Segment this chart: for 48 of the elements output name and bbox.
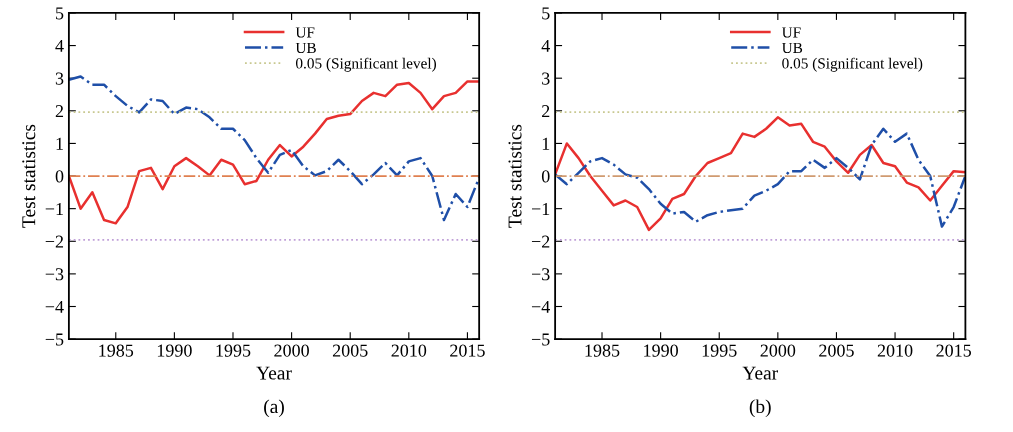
y-tick-label: 1 xyxy=(542,137,550,150)
x-tick-label: 1995 xyxy=(216,344,251,357)
y-tick-label: 3 xyxy=(542,72,550,85)
y-tick-label: −1 xyxy=(531,203,550,215)
y-tick-label: 5 xyxy=(56,7,64,20)
x-tick-label: 1995 xyxy=(702,344,737,357)
y-tick-label: 0 xyxy=(55,170,64,183)
y-tick-label: −1 xyxy=(45,203,63,215)
legend-label: 0.05 (Significant level) xyxy=(295,57,437,72)
x-axis-title: Year xyxy=(742,366,778,380)
x-tick-label: 2015 xyxy=(450,344,485,357)
x-tick-label: 2000 xyxy=(274,344,309,357)
y-tick-label: −5 xyxy=(531,333,550,346)
y-tick-label: 4 xyxy=(55,39,64,52)
legend-label: UF xyxy=(295,27,315,38)
y-tick-label: −3 xyxy=(531,268,550,281)
y-tick-label: 1 xyxy=(56,137,63,150)
y-tick-label: −5 xyxy=(45,333,64,346)
x-tick-label: 1990 xyxy=(644,344,678,357)
legend-label: 0.05 (Significant level) xyxy=(782,57,923,72)
y-tick-label: −3 xyxy=(45,268,64,281)
x-tick-label: 2005 xyxy=(819,344,854,357)
y-tick-label: 3 xyxy=(55,72,64,85)
y-tick-label: −2 xyxy=(531,235,550,248)
y-tick-label: 4 xyxy=(541,39,550,52)
x-tick-label: 2005 xyxy=(332,344,368,357)
y-axis-title: Test statistics xyxy=(22,124,36,228)
legend-label: UF xyxy=(781,27,801,38)
x-tick-label: 1985 xyxy=(99,344,134,357)
y-tick-label: −2 xyxy=(45,235,64,248)
x-axis-title: Year xyxy=(256,366,292,380)
x-tick-label: 2015 xyxy=(936,344,972,357)
x-tick-label: 2000 xyxy=(760,344,796,357)
y-tick-label: 2 xyxy=(542,105,550,118)
y-tick-label: 0 xyxy=(541,170,550,183)
y-tick-label: −4 xyxy=(45,300,64,313)
text: (a) xyxy=(264,399,284,418)
y-axis-title: Test statistics xyxy=(508,124,522,228)
x-tick-label: 2010 xyxy=(391,344,427,357)
legend-label: UB xyxy=(295,42,316,54)
x-tick-label: 2010 xyxy=(877,344,913,357)
x-tick-label: 1985 xyxy=(585,344,620,357)
y-tick-label: −4 xyxy=(531,300,550,313)
legend-label: UB xyxy=(781,42,803,54)
y-tick-label: 5 xyxy=(542,7,550,20)
y-tick-label: 2 xyxy=(55,105,64,118)
x-tick-label: 1990 xyxy=(157,344,192,357)
text: (b) xyxy=(749,399,771,418)
